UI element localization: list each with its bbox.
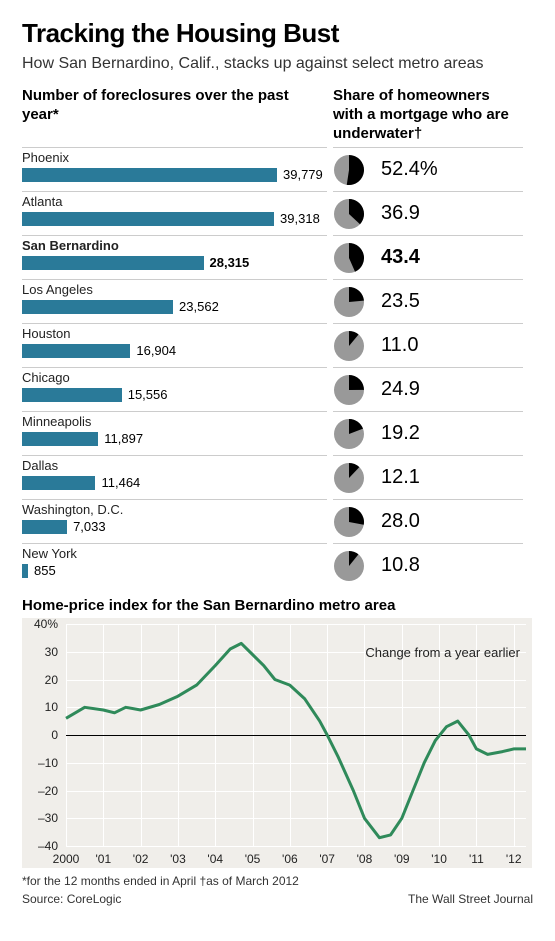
underwater-row: 24.9: [333, 367, 523, 411]
foreclosure-value: 11,897: [104, 431, 143, 446]
foreclosure-row: Minneapolis 11,897: [22, 411, 327, 455]
foreclosure-row: San Bernardino 28,315: [22, 235, 327, 279]
foreclosure-row: Phoenix 39,779: [22, 147, 327, 191]
foreclosure-bar: [22, 256, 204, 270]
foreclosures-column: Number of foreclosures over the past yea…: [22, 87, 327, 587]
city-label: Washington, D.C.: [22, 502, 327, 517]
chart-annotation: Change from a year earlier: [365, 645, 520, 660]
footer-row: Source: CoreLogic The Wall Street Journa…: [22, 892, 533, 906]
underwater-value: 11.0: [381, 334, 418, 357]
city-label: Houston: [22, 326, 327, 341]
pie-icon: [333, 154, 365, 186]
pie-icon: [333, 462, 365, 494]
pie-icon: [333, 374, 365, 406]
line-chart: 40%3020100–10–20–30–402000'01'02'03'04'0…: [22, 618, 532, 868]
underwater-value: 28.0: [381, 510, 420, 533]
underwater-value: 24.9: [381, 378, 420, 401]
underwater-value: 52.4%: [381, 158, 438, 181]
underwater-row: 12.1: [333, 455, 523, 499]
pie-icon: [333, 506, 365, 538]
underwater-value: 10.8: [381, 554, 420, 577]
underwater-row: 36.9: [333, 191, 523, 235]
data-columns: Number of foreclosures over the past yea…: [22, 87, 533, 587]
underwater-row: 10.8: [333, 543, 523, 587]
underwater-row: 19.2: [333, 411, 523, 455]
subtitle: How San Bernardino, Calif., stacks up ag…: [22, 55, 533, 73]
foreclosure-value: 28,315: [210, 255, 250, 270]
foreclosure-bar: [22, 520, 67, 534]
line-chart-section: Home-price index for the San Bernardino …: [22, 597, 533, 868]
city-label: Chicago: [22, 370, 327, 385]
foreclosure-row: Washington, D.C. 7,033: [22, 499, 327, 543]
foreclosure-bar: [22, 300, 173, 314]
foreclosure-row: Chicago 15,556: [22, 367, 327, 411]
foreclosures-header: Number of foreclosures over the past yea…: [22, 87, 327, 147]
foreclosure-bar: [22, 564, 28, 578]
city-label: San Bernardino: [22, 238, 327, 253]
underwater-value: 12.1: [381, 466, 420, 489]
foreclosure-value: 15,556: [128, 387, 168, 402]
source-text: Source: CoreLogic: [22, 892, 121, 906]
foreclosure-bar: [22, 344, 130, 358]
pie-icon: [333, 550, 365, 582]
foreclosure-bar: [22, 388, 122, 402]
underwater-value: 23.5: [381, 290, 420, 313]
underwater-column: Share of homeowners with a mortgage who …: [333, 87, 523, 587]
city-label: New York: [22, 546, 327, 561]
credit-text: The Wall Street Journal: [408, 892, 533, 906]
foreclosure-bar: [22, 212, 274, 226]
foreclosure-bar: [22, 476, 95, 490]
underwater-row: 52.4%: [333, 147, 523, 191]
foreclosure-bar: [22, 168, 277, 182]
pie-icon: [333, 418, 365, 450]
footnotes: *for the 12 months ended in April †as of…: [22, 874, 533, 888]
pie-icon: [333, 330, 365, 362]
foreclosure-value: 39,318: [280, 211, 320, 226]
foreclosure-value: 16,904: [136, 343, 176, 358]
underwater-header: Share of homeowners with a mortgage who …: [333, 87, 523, 147]
main-title: Tracking the Housing Bust: [22, 18, 533, 49]
underwater-row: 23.5: [333, 279, 523, 323]
foreclosure-row: Dallas 11,464: [22, 455, 327, 499]
underwater-value: 36.9: [381, 202, 420, 225]
foreclosure-row: New York 855: [22, 543, 327, 587]
pie-icon: [333, 242, 365, 274]
line-chart-title: Home-price index for the San Bernardino …: [22, 597, 533, 614]
city-label: Atlanta: [22, 194, 327, 209]
foreclosure-value: 855: [34, 563, 56, 578]
foreclosure-value: 23,562: [179, 299, 219, 314]
foreclosure-value: 7,033: [73, 519, 106, 534]
foreclosure-row: Houston 16,904: [22, 323, 327, 367]
city-label: Dallas: [22, 458, 327, 473]
underwater-row: 11.0: [333, 323, 523, 367]
pie-icon: [333, 198, 365, 230]
pie-icon: [333, 286, 365, 318]
underwater-value: 43.4: [381, 246, 420, 269]
city-label: Phoenix: [22, 150, 327, 165]
underwater-value: 19.2: [381, 422, 420, 445]
foreclosure-row: Los Angeles 23,562: [22, 279, 327, 323]
foreclosure-value: 11,464: [101, 475, 140, 490]
underwater-row: 43.4: [333, 235, 523, 279]
underwater-row: 28.0: [333, 499, 523, 543]
city-label: Los Angeles: [22, 282, 327, 297]
city-label: Minneapolis: [22, 414, 327, 429]
foreclosure-row: Atlanta 39,318: [22, 191, 327, 235]
foreclosure-value: 39,779: [283, 167, 323, 182]
foreclosure-bar: [22, 432, 98, 446]
